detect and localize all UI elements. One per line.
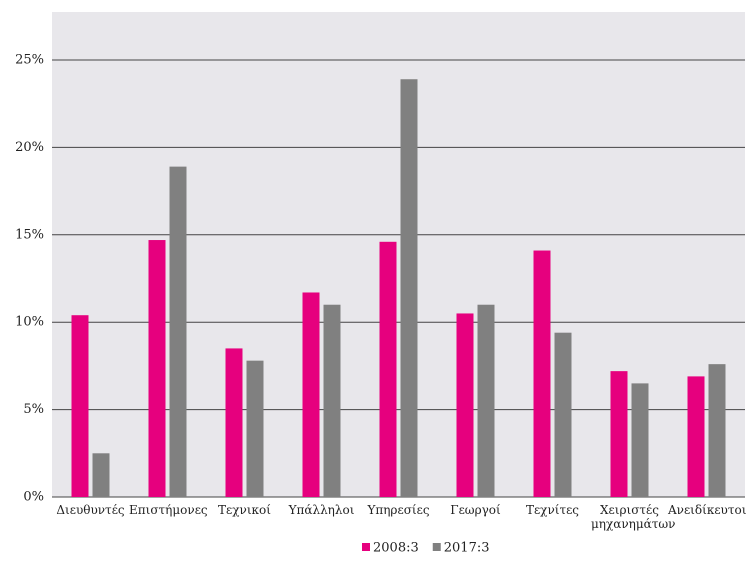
bar: [379, 241, 397, 497]
bar: [246, 360, 264, 497]
bar: [323, 304, 341, 497]
x-tick-label: Τεχνίτες: [525, 503, 580, 517]
x-tick-label: Ανειδίκευτοι: [668, 503, 747, 517]
bar: [477, 304, 495, 497]
x-tick-label: Τεχνικοί: [218, 503, 271, 517]
legend-label: 2017:3: [444, 541, 490, 556]
legend-swatch: [362, 543, 370, 551]
bar: [71, 315, 89, 497]
legend-label: 2008:3: [373, 541, 419, 556]
y-tick-label: 10%: [15, 315, 44, 330]
x-tick-label: Υπάλληλοι: [288, 503, 355, 517]
bar: [610, 371, 628, 497]
bar: [148, 240, 166, 497]
bar: [225, 348, 243, 497]
y-tick-label: 15%: [15, 227, 44, 242]
bar: [631, 383, 649, 497]
y-tick-label: 5%: [23, 402, 44, 417]
bar: [554, 332, 572, 497]
bar: [533, 250, 551, 497]
y-tick-label: 0%: [23, 490, 44, 505]
bar: [92, 453, 110, 497]
bar: [302, 292, 320, 497]
y-tick-label: 25%: [15, 53, 44, 68]
y-tick-label: 20%: [15, 140, 44, 155]
bar: [687, 376, 705, 497]
x-tick-label: Γεωργοί: [450, 503, 501, 517]
bar: [169, 166, 187, 498]
x-tick-label: Χειριστές μηχανημάτων: [591, 503, 676, 531]
x-tick-label: Επιστήμονες: [129, 503, 208, 517]
bar: [708, 364, 726, 497]
plot-background: [52, 12, 745, 497]
bar: [456, 313, 474, 497]
x-tick-label: Υπηρεσίες: [367, 503, 430, 517]
bar: [400, 79, 418, 497]
x-tick-label: Διευθυντές: [56, 503, 125, 517]
legend-swatch: [432, 543, 441, 551]
